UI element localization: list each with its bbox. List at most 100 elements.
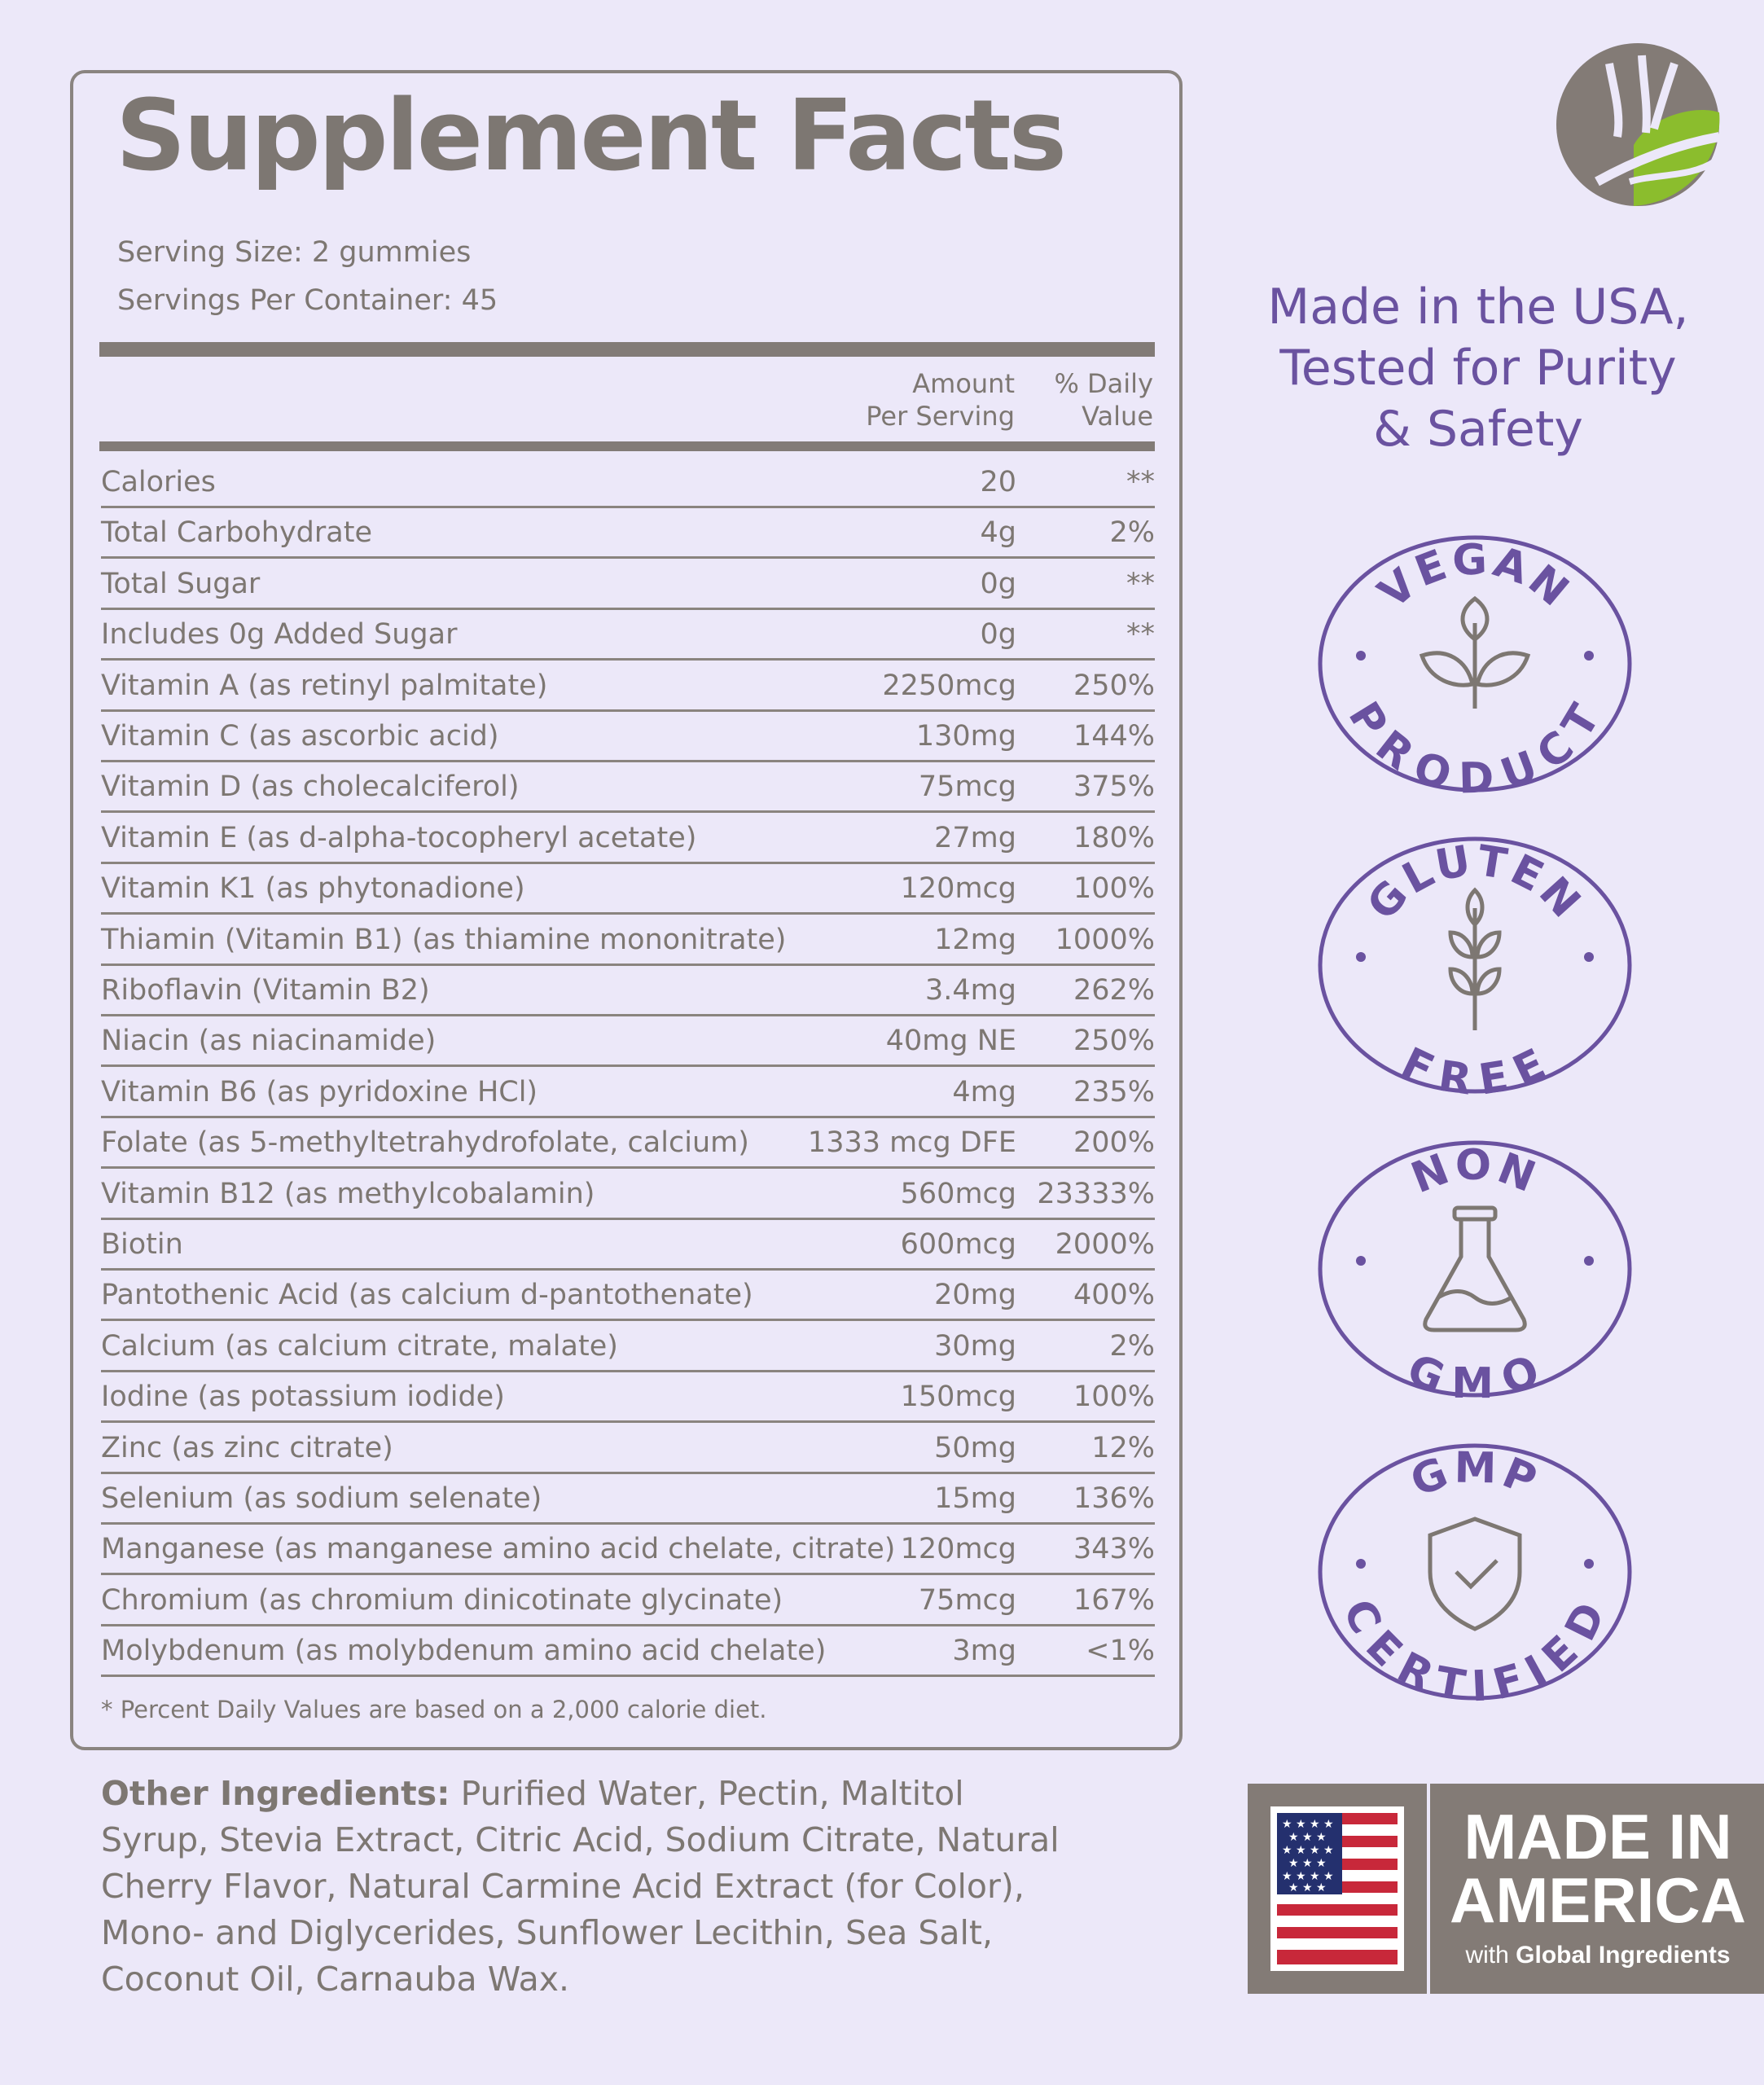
amount-per-serving: 0g (980, 567, 1017, 600)
gluten-free-badge: GLUTEN FREE (1316, 835, 1634, 1095)
table-row: Chromium (as chromium dinicotinate glyci… (101, 1576, 1155, 1626)
shield-check-icon (1428, 1517, 1522, 1631)
amount-column-header: Amount Per Serving (814, 367, 1015, 432)
daily-value: 100% (1073, 1380, 1155, 1414)
table-row: Vitamin C (as ascorbic acid) 130mg 144% (101, 712, 1155, 762)
nutrient-name: Calories (101, 466, 216, 498)
nutrient-name: Iodine (as potassium iodide) (101, 1380, 505, 1414)
daily-value: 23333% (1037, 1177, 1155, 1210)
nutrient-name: Total Carbohydrate (101, 516, 372, 550)
daily-value: ** (1126, 618, 1155, 652)
tagline-line1: Made in the USA, (1267, 279, 1689, 336)
daily-value: 250% (1073, 1025, 1155, 1058)
nutrient-name: Pantothenic Acid (as calcium d-pantothen… (101, 1279, 753, 1312)
svg-text:★ ★ ★: ★ ★ ★ (1288, 1857, 1327, 1870)
table-row: Niacin (as niacinamide) 40mg NE 250% (101, 1016, 1155, 1068)
wheat-icon (1448, 887, 1502, 1030)
badge-top-text: VEGAN (1370, 535, 1578, 618)
svg-text:GMO: GMO (1401, 1345, 1549, 1399)
table-row: Zinc (as zinc citrate) 50mg 12% (101, 1424, 1155, 1474)
made-in-america-block: ★ ★ ★ ★ ★ ★ ★ ★ ★ ★ ★ ★ ★ ★ ★ ★ ★ ★ ★ ★ … (1248, 1784, 1764, 1994)
nutrient-name: Manganese (as manganese amino acid chela… (101, 1533, 896, 1566)
nutrient-name: Niacin (as niacinamide) (101, 1025, 437, 1058)
nutrient-name: Thiamin (Vitamin B1) (as thiamine mononi… (101, 923, 787, 956)
daily-value: 250% (1073, 669, 1155, 702)
amount-per-serving: 12mg (934, 923, 1016, 956)
supplement-facts-panel (70, 70, 1183, 1750)
amount-per-serving: 120mcg (900, 872, 1016, 906)
gmp-certified-badge: GMP CERTIFIED (1316, 1442, 1634, 1702)
other-ingredients: Other Ingredients: Purified Water, Pecti… (101, 1771, 1078, 2003)
dv-header-line2: Value (1082, 401, 1153, 432)
amount-per-serving: 600mcg (900, 1228, 1016, 1261)
svg-text:PRODUCT: PRODUCT (1339, 694, 1611, 794)
nutrient-name: Calcium (as calcium citrate, malate) (101, 1329, 618, 1363)
nutrient-name: Vitamin C (as ascorbic acid) (101, 720, 499, 753)
amount-per-serving: 15mg (934, 1482, 1016, 1515)
daily-value: ** (1126, 567, 1155, 600)
table-row: Biotin 600mcg 2000% (101, 1220, 1155, 1271)
footnote: * Percent Daily Values are based on a 2,… (101, 1696, 767, 1723)
table-row: Vitamin K1 (as phytonadione) 120mcg 100% (101, 864, 1155, 915)
ingredients-label: Other Ingredients: (101, 1774, 450, 1813)
nutrient-name: Includes 0g Added Sugar (101, 618, 458, 652)
svg-text:with Global Ingredients: with Global Ingredients (1464, 1942, 1730, 1969)
leaf-sprout-icon (1419, 595, 1531, 709)
amount-header-line1: Amount (912, 368, 1015, 399)
tagline: Made in the USA, Tested for Purity & Saf… (1222, 277, 1735, 460)
tagline-line3: & Safety (1373, 401, 1583, 458)
badge-bottom-text: CERTIFIED (1333, 1592, 1613, 1702)
table-row: Molybdenum (as molybdenum amino acid che… (101, 1626, 1155, 1678)
table-row: Total Sugar 0g ** (101, 560, 1155, 610)
medium-divider (99, 441, 1155, 451)
daily-value: 400% (1073, 1279, 1155, 1312)
amount-per-serving: 0g (980, 618, 1017, 652)
daily-value: 2% (1109, 516, 1155, 550)
daily-value: 200% (1073, 1126, 1155, 1160)
badge-top-text: NON (1405, 1141, 1542, 1203)
facts-title: Supplement Facts (116, 80, 1067, 193)
badge-bottom-text: FREE (1394, 1038, 1552, 1095)
svg-text:CERTIFIED: CERTIFIED (1333, 1592, 1617, 1702)
made-in-line2: AMERICA (1450, 1864, 1746, 1936)
thick-divider (99, 342, 1155, 357)
svg-text:NON: NON (1405, 1141, 1545, 1203)
svg-text:★ ★ ★: ★ ★ ★ (1288, 1831, 1327, 1844)
nutrient-name: Zinc (as zinc citrate) (101, 1431, 393, 1464)
daily-value: 375% (1073, 770, 1155, 804)
daily-value: 12% (1091, 1431, 1155, 1464)
table-row: Vitamin A (as retinyl palmitate) 2250mcg 2… (101, 661, 1155, 712)
daily-value: 343% (1073, 1533, 1155, 1566)
amount-per-serving: 150mcg (900, 1380, 1016, 1414)
svg-text:VEGAN: VEGAN (1370, 535, 1581, 618)
nutrient-name: Molybdenum (as molybdenum amino acid che… (101, 1635, 827, 1668)
nutrient-name: Chromium (as chromium dinicotinate glyci… (101, 1583, 783, 1617)
badge-bottom-text: GMO (1401, 1345, 1546, 1399)
svg-text:★ ★ ★: ★ ★ ★ (1288, 1881, 1327, 1894)
amount-per-serving: 27mg (934, 821, 1016, 854)
amount-header-line2: Per Serving (866, 401, 1015, 432)
nutrient-name: Total Sugar (101, 567, 261, 600)
daily-value: 100% (1073, 872, 1155, 906)
nutrient-name: Vitamin B6 (as pyridoxine HCl) (101, 1075, 538, 1108)
svg-text:★ ★ ★ ★: ★ ★ ★ ★ (1282, 1870, 1334, 1883)
amount-per-serving: 130mg (915, 720, 1016, 753)
table-row: Iodine (as potassium iodide) 150mcg 100% (101, 1372, 1155, 1424)
amount-per-serving: 40mg NE (885, 1025, 1016, 1058)
table-row: Vitamin E (as d-alpha-tocopheryl acetate… (101, 814, 1155, 864)
made-in-global: Global Ingredients (1516, 1942, 1730, 1969)
made-in-line1: MADE IN (1463, 1801, 1731, 1872)
daily-value: 144% (1073, 720, 1155, 753)
nutrient-name: Vitamin D (as cholecalciferol) (101, 770, 520, 804)
serving-size: Serving Size: 2 gummies (117, 236, 472, 269)
tagline-line2: Tested for Purity (1279, 340, 1677, 397)
badge-bottom-text: PRODUCT (1339, 694, 1608, 794)
amount-per-serving: 75mcg (918, 1583, 1016, 1617)
daily-value: <1% (1086, 1635, 1155, 1668)
daily-value: 180% (1073, 821, 1155, 854)
daily-value: ** (1126, 466, 1155, 498)
amount-per-serving: 2250mcg (882, 669, 1016, 702)
amount-per-serving: 20mg (934, 1279, 1016, 1312)
amount-per-serving: 50mg (934, 1431, 1016, 1464)
nutrient-name: Vitamin E (as d-alpha-tocopheryl acetate… (101, 821, 697, 854)
